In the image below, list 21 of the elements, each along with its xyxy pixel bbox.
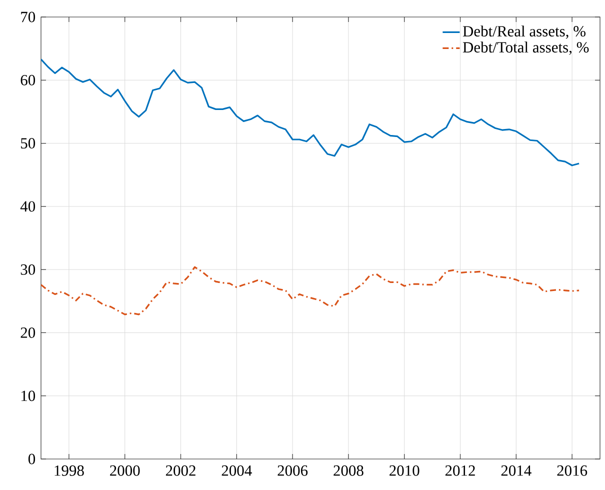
y-tick-label: 50 [21,138,36,149]
y-tick-label: 0 [28,454,36,464]
x-tick-label: 2016 [557,465,588,476]
x-tick-label: 2008 [334,465,364,476]
legend-label: Debt/Real assets, % [462,26,586,39]
x-tick-label: 2004 [222,465,252,476]
x-tick-label: 2010 [390,465,420,476]
x-tick-label: 1998 [54,465,84,476]
y-tick-label: 60 [20,74,36,86]
y-tick-label: 10 [21,390,36,402]
line-series [41,58,580,166]
x-tick-label: 2000 [110,465,140,476]
x-tick-label: 2012 [445,465,475,476]
x-tick-label: 2002 [166,465,196,476]
y-tick-label: 20 [20,327,36,338]
y-tick-label: 40 [20,201,36,212]
y-tick-label: 70 [21,12,36,22]
legend-label: Debt/Total assets, % [462,42,589,55]
x-tick-label: 2006 [278,465,308,476]
x-tick-label: 2014 [501,465,532,476]
y-tick-label: 30 [20,264,36,275]
